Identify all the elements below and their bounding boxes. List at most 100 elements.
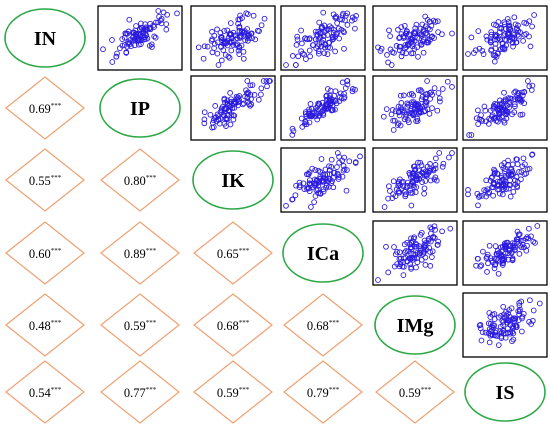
scatter-point: [320, 9, 327, 16]
scatter-point: [232, 32, 239, 39]
scatter-point: [399, 49, 406, 56]
scatter-point: [344, 167, 350, 173]
scatter-panel: [462, 292, 548, 358]
scatter-point: [513, 236, 520, 243]
scatter-point: [408, 254, 415, 261]
scatter-point: [513, 156, 520, 163]
scatter-point: [403, 30, 410, 37]
scatter-point: [418, 33, 425, 39]
scatter-point: [258, 22, 265, 29]
scatter-point: [334, 164, 340, 170]
scatter-point: [390, 117, 396, 124]
correlation-cell: 0.48***: [5, 293, 85, 357]
scatter-point: [317, 34, 324, 40]
correlation-value: 0.89***: [124, 247, 157, 261]
scatter-point: [109, 59, 116, 65]
variable-label: IN: [34, 28, 57, 50]
scatter-point: [395, 109, 402, 115]
scatter-point: [401, 241, 408, 248]
scatter-point: [477, 263, 484, 270]
correlation-cell: 0.68***: [283, 293, 363, 357]
scatter-point: [523, 235, 529, 242]
scatter-point: [155, 19, 161, 26]
scatter-point: [215, 62, 222, 68]
scatter-point: [519, 89, 525, 96]
scatter-point: [227, 20, 234, 26]
scatter-point: [509, 338, 515, 345]
scatter-point: [401, 116, 408, 123]
scatter-point: [298, 27, 304, 34]
scatter-point: [326, 167, 333, 173]
variable-ellipse: [374, 295, 456, 355]
scatter-point: [493, 251, 500, 257]
scatter-point: [509, 329, 516, 335]
scatter-point: [501, 19, 508, 26]
scatter-point: [516, 308, 523, 315]
variable-ellipse: [99, 78, 181, 138]
scatter-point: [122, 30, 129, 37]
scatter-point: [109, 37, 115, 43]
correlation-cell: 0.65***: [193, 221, 273, 285]
correlation-cell: 0.79***: [283, 360, 363, 424]
scatter-point: [488, 331, 495, 338]
scatter-point: [389, 195, 396, 201]
scatter-point: [418, 41, 425, 48]
scatter-point: [306, 169, 313, 176]
scatter-point: [536, 300, 543, 307]
scatter-point: [513, 324, 520, 330]
scatter-point: [264, 83, 270, 90]
scatter-point: [468, 34, 475, 41]
scatter-point: [314, 103, 321, 109]
scatter-point: [138, 37, 145, 44]
correlation-cell: 0.80***: [100, 148, 180, 212]
scatter-point: [349, 14, 356, 21]
scatter-point: [412, 189, 419, 196]
scatter-point: [512, 315, 519, 322]
scatter-point: [313, 187, 320, 194]
scatter-point: [523, 31, 529, 37]
scatter-point: [349, 17, 355, 24]
scatter-point: [293, 182, 299, 189]
scatter-point: [151, 33, 158, 40]
scatter-panel: [97, 5, 183, 71]
scatter-point: [221, 109, 228, 116]
scatter-point: [420, 38, 426, 45]
scatter-panel-frame: [462, 220, 548, 286]
scatter-point: [436, 150, 443, 156]
scatter-point: [397, 92, 404, 99]
scatter-point: [298, 48, 304, 55]
scatter-point: [221, 120, 228, 127]
scatter-point: [514, 26, 520, 33]
scatter-point: [414, 115, 421, 122]
scatter-point: [447, 225, 454, 232]
scatter-point: [482, 107, 489, 114]
scatter-point: [201, 43, 208, 50]
scatter-point: [439, 86, 446, 92]
scatter-point: [298, 115, 305, 122]
scatter-point: [434, 242, 441, 248]
scatter-point: [394, 122, 401, 128]
scatter-point: [329, 34, 336, 41]
scatter-point: [495, 270, 502, 277]
scatter-point: [201, 109, 208, 116]
scatter-point: [334, 150, 341, 156]
scatter-point: [419, 169, 426, 176]
correlation-cell: 0.68***: [193, 293, 273, 357]
scatter-point: [491, 58, 498, 65]
scatter-point: [225, 35, 232, 41]
scatter-point: [509, 39, 516, 46]
correlation-value: 0.59***: [217, 386, 250, 400]
scatter-point: [410, 251, 417, 257]
correlation-value: 0.68***: [217, 319, 250, 333]
scatter-point: [410, 92, 417, 99]
scatter-point: [466, 132, 472, 138]
scatter-point: [123, 50, 130, 56]
scatter-point: [499, 101, 505, 108]
scatter-point: [514, 95, 521, 102]
scatter-point: [387, 188, 393, 194]
scatter-point: [214, 39, 221, 46]
scatter-point: [420, 246, 427, 253]
scatter-point: [427, 26, 433, 33]
scatter-point: [417, 105, 424, 112]
scatter-point: [499, 114, 505, 121]
